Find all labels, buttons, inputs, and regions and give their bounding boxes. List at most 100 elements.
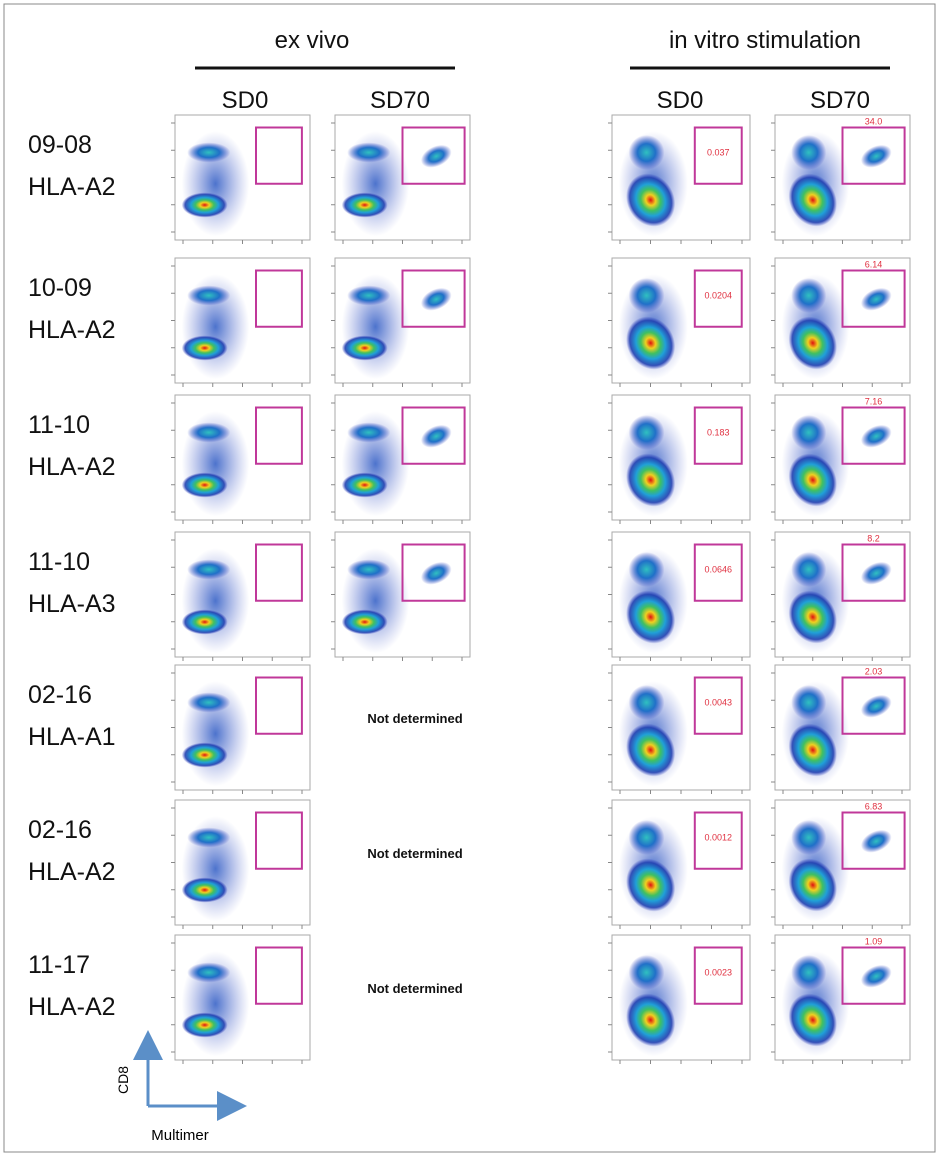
population	[626, 173, 676, 227]
population	[628, 820, 665, 855]
gate	[401, 543, 466, 602]
population	[420, 561, 452, 585]
gate	[255, 946, 303, 1005]
gate	[255, 126, 303, 185]
not-determined: Not determined	[367, 711, 462, 726]
population	[341, 609, 388, 635]
population	[788, 858, 837, 912]
frame	[3, 3, 936, 1153]
population	[187, 422, 231, 443]
gate	[255, 811, 303, 870]
gate-value: 0.183	[707, 428, 730, 438]
allele: HLA-A2	[28, 858, 116, 886]
population	[187, 827, 231, 848]
population	[791, 278, 827, 313]
sample-id: 11-17	[28, 951, 90, 979]
population	[628, 552, 665, 587]
allele: HLA-A2	[28, 993, 116, 1021]
gate	[693, 676, 743, 735]
sample-id: 11-10	[28, 548, 90, 576]
population	[181, 609, 228, 635]
gate-value: 0.0043	[704, 698, 732, 708]
allele: HLA-A2	[28, 173, 116, 201]
allele: HLA-A2	[28, 453, 116, 481]
population	[181, 472, 228, 498]
population	[791, 552, 827, 587]
gate	[693, 543, 743, 602]
group-title: in vitro stimulation	[669, 27, 861, 54]
gate	[841, 946, 906, 1005]
population	[791, 955, 827, 990]
population	[181, 192, 228, 218]
population	[347, 142, 391, 163]
population	[626, 993, 676, 1047]
gate-value: 0.037	[707, 148, 730, 158]
population	[860, 144, 892, 168]
population	[420, 287, 452, 311]
column-title: SD0	[657, 87, 704, 114]
population	[788, 173, 837, 227]
population	[791, 415, 827, 450]
population	[860, 561, 892, 585]
gate	[401, 126, 466, 185]
population	[788, 590, 837, 644]
gate	[693, 946, 743, 1005]
population	[187, 142, 231, 163]
population	[791, 135, 827, 170]
population	[341, 192, 388, 218]
gate-value: 6.83	[865, 802, 883, 812]
gate	[255, 406, 303, 465]
allele: HLA-A1	[28, 723, 116, 751]
gate-value: 1.09	[865, 937, 883, 947]
gate-value: 0.0204	[704, 291, 732, 301]
population	[860, 964, 892, 988]
population	[788, 723, 837, 777]
population	[420, 424, 452, 448]
column-title: SD70	[370, 87, 430, 114]
population	[788, 993, 837, 1047]
gate	[693, 269, 743, 328]
gate-value: 2.03	[865, 667, 883, 677]
population	[791, 685, 827, 720]
population	[187, 285, 231, 306]
y-axis-label: CD8	[115, 1066, 131, 1094]
population	[341, 472, 388, 498]
population	[347, 422, 391, 443]
gate-value: 8.2	[867, 534, 880, 544]
population	[860, 287, 892, 311]
column-title: SD0	[222, 87, 269, 114]
sample-id: 10-09	[28, 274, 92, 302]
population	[341, 335, 388, 361]
population	[791, 820, 827, 855]
population	[626, 316, 676, 370]
gate-value: 0.0012	[704, 833, 732, 843]
population	[181, 335, 228, 361]
population	[788, 453, 837, 507]
gate-value: 7.16	[865, 397, 883, 407]
sample-id: 02-16	[28, 681, 92, 709]
population	[181, 877, 228, 903]
population	[420, 144, 452, 168]
population	[860, 829, 892, 853]
gate	[401, 269, 466, 328]
gate-value: 34.0	[865, 117, 883, 127]
population	[626, 858, 676, 912]
gate	[255, 543, 303, 602]
gate	[693, 126, 743, 185]
population	[628, 955, 665, 990]
population	[181, 1012, 228, 1038]
population	[626, 453, 676, 507]
not-determined: Not determined	[367, 981, 462, 996]
population	[860, 424, 892, 448]
gate	[841, 269, 906, 328]
population	[628, 278, 665, 313]
population	[628, 135, 665, 170]
population	[860, 694, 892, 718]
gate	[693, 406, 743, 465]
population	[187, 962, 231, 983]
gate-value: 0.0646	[704, 565, 732, 575]
allele: HLA-A2	[28, 316, 116, 344]
gate	[693, 811, 743, 870]
gate	[841, 811, 906, 870]
column-title: SD70	[810, 87, 870, 114]
